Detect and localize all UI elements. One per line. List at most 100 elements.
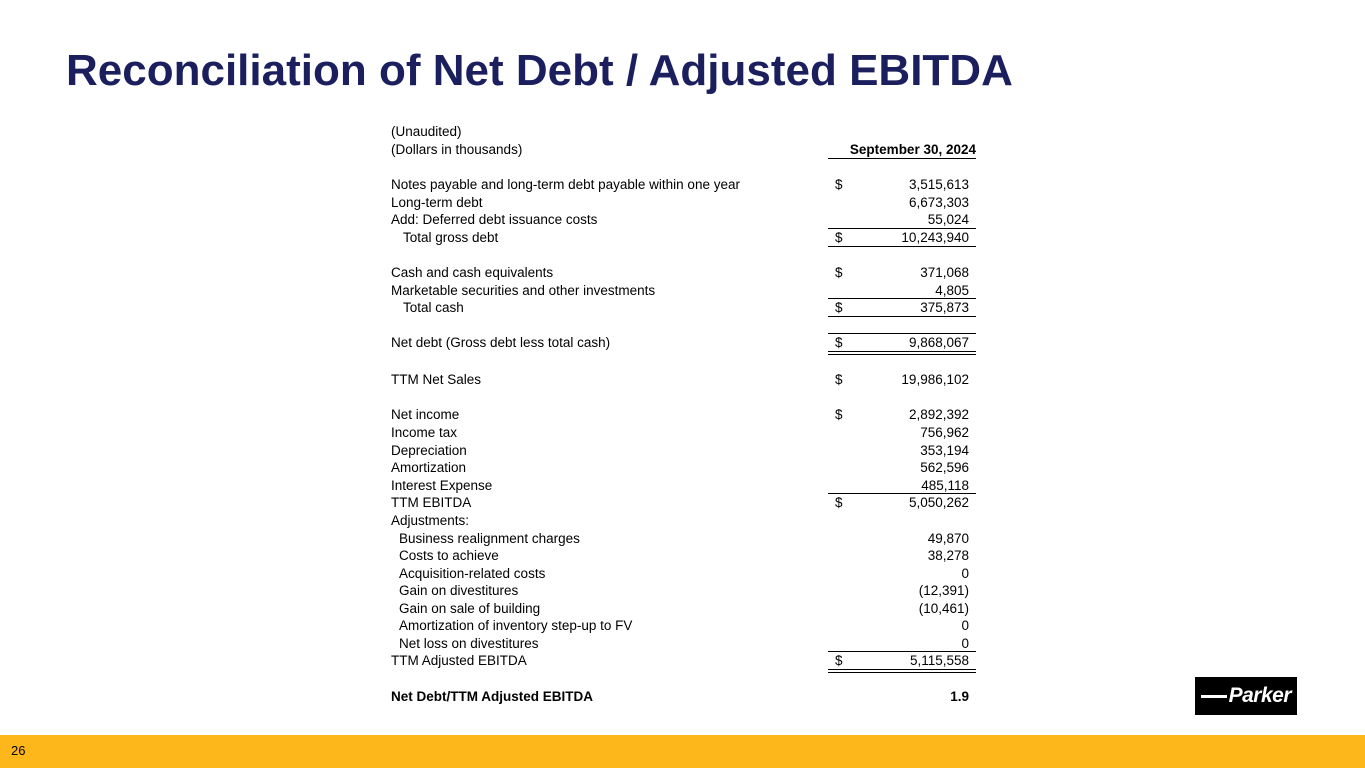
row-label: Depreciation [391, 443, 467, 458]
row-value: (10,461) [918, 601, 969, 616]
dollar-sign: $ [835, 230, 843, 245]
table-row: Net Debt/TTM Adjusted EBITDA 1.9 [391, 688, 976, 706]
row-label: Net Debt/TTM Adjusted EBITDA [391, 689, 593, 704]
row-value: 49,870 [927, 531, 969, 546]
dollar-sign: $ [835, 372, 843, 387]
table-row: Total cash $375,873 [391, 299, 976, 317]
dollar-sign: $ [835, 653, 843, 668]
row-value: 6,673,303 [908, 195, 969, 210]
rule-line [828, 316, 976, 317]
rule-line [828, 493, 976, 494]
row-label: Total gross debt [403, 230, 499, 245]
row-value: 371,068 [920, 265, 969, 280]
rule-line [828, 246, 976, 247]
dollar-sign: $ [835, 177, 843, 192]
row-value: 0 [961, 636, 969, 651]
rule-line [828, 651, 976, 652]
rule-line [828, 158, 976, 159]
table-row: Income tax 756,962 [391, 424, 976, 442]
table-row: Add: Deferred debt issuance costs 55,024 [391, 211, 976, 229]
row-value: 10,243,940 [901, 230, 969, 245]
table-row: Gain on divestitures (12,391) [391, 582, 976, 600]
table-row: Total gross debt $10,243,940 [391, 229, 976, 247]
row-label: Acquisition-related costs [399, 566, 546, 581]
row-value: 9,868,067 [908, 335, 969, 350]
row-value: 562,596 [920, 460, 969, 475]
page-number: 26 [11, 743, 26, 758]
row-label: Total cash [403, 300, 464, 315]
row-value: 4,805 [935, 283, 969, 298]
row-label: Long-term debt [391, 195, 483, 210]
table-row: TTM Adjusted EBITDA $5,115,558 [391, 652, 976, 670]
row-label: Notes payable and long-term debt payable… [391, 177, 740, 192]
row-label: Income tax [391, 425, 458, 440]
table-row: Amortization of inventory step-up to FV 0 [391, 617, 976, 635]
table-row: Notes payable and long-term debt payable… [391, 176, 976, 194]
table-row: Depreciation 353,194 [391, 442, 976, 460]
table-row: TTM EBITDA $5,050,262 [391, 494, 976, 512]
table-row: Net income $2,892,392 [391, 406, 976, 424]
row-label: TTM Adjusted EBITDA [391, 653, 527, 668]
row-label: Gain on divestitures [399, 583, 519, 598]
row-label: Cash and cash equivalents [391, 265, 554, 280]
rule-line [828, 298, 976, 299]
row-value: (12,391) [918, 583, 969, 598]
table-row: Net loss on divestitures 0 [391, 635, 976, 653]
row-label: TTM Net Sales [391, 372, 482, 387]
rule-line [828, 351, 976, 355]
row-value: 1.9 [950, 689, 969, 704]
row-value: 756,962 [920, 425, 969, 440]
row-label: Gain on sale of building [399, 601, 541, 616]
row-value: 19,986,102 [901, 372, 969, 387]
row-value: 0 [961, 566, 969, 581]
row-label: Interest Expense [391, 478, 493, 493]
dollar-sign: $ [835, 265, 843, 280]
row-label: Marketable securities and other investme… [391, 283, 656, 298]
table-row: Acquisition-related costs 0 [391, 565, 976, 583]
table-row: TTM Net Sales $19,986,102 [391, 371, 976, 389]
row-label: Amortization of inventory step-up to FV [399, 618, 633, 633]
table-row: Adjustments: [391, 512, 976, 530]
row-value: 5,115,558 [909, 653, 969, 668]
table-row: (Dollars in thousands) September 30, 2024 [391, 141, 976, 159]
row-label: Add: Deferred debt issuance costs [391, 212, 598, 227]
table-row: Business realignment charges 49,870 [391, 530, 976, 548]
page-title: Reconciliation of Net Debt / Adjusted EB… [66, 46, 1013, 95]
table-row: (Unaudited) [391, 123, 976, 141]
row-value: 0 [961, 618, 969, 633]
footer-bar: 26 [0, 735, 1365, 768]
row-label: Net debt (Gross debt less total cash) [391, 335, 611, 350]
table-row: Costs to achieve 38,278 [391, 547, 976, 565]
table-row: Marketable securities and other investme… [391, 282, 976, 300]
row-value: 375,873 [920, 300, 969, 315]
table-row: Interest Expense 485,118 [391, 477, 976, 495]
dollar-sign: $ [835, 335, 843, 350]
row-label: Adjustments: [391, 513, 470, 528]
parker-logo: Parker [1195, 677, 1297, 715]
row-value: 3,515,613 [908, 177, 969, 192]
row-value: 55,024 [927, 212, 969, 227]
row-label: Business realignment charges [399, 531, 580, 546]
row-value: 485,118 [921, 478, 969, 493]
row-label: Net income [391, 407, 460, 422]
row-label: (Dollars in thousands) [391, 142, 523, 157]
table-row: Cash and cash equivalents $371,068 [391, 264, 976, 282]
column-header: September 30, 2024 [849, 142, 976, 157]
dollar-sign: $ [835, 495, 843, 510]
row-label: TTM EBITDA [391, 495, 472, 510]
row-value: 38,278 [927, 548, 969, 563]
row-label: Costs to achieve [399, 548, 499, 563]
table-row: Amortization 562,596 [391, 459, 976, 477]
row-label: Amortization [391, 460, 467, 475]
rule-line [828, 669, 976, 673]
row-value: 5,050,262 [908, 495, 969, 510]
rule-line [828, 228, 976, 229]
table-row: Gain on sale of building (10,461) [391, 600, 976, 618]
row-label: Net loss on divestitures [399, 636, 539, 651]
row-value: 353,194 [920, 443, 969, 458]
row-value: 2,892,392 [908, 407, 969, 422]
dollar-sign: $ [835, 300, 843, 315]
table-row: Net debt (Gross debt less total cash) $9,… [391, 334, 976, 352]
rule-line [828, 333, 976, 334]
row-label: (Unaudited) [391, 124, 462, 139]
